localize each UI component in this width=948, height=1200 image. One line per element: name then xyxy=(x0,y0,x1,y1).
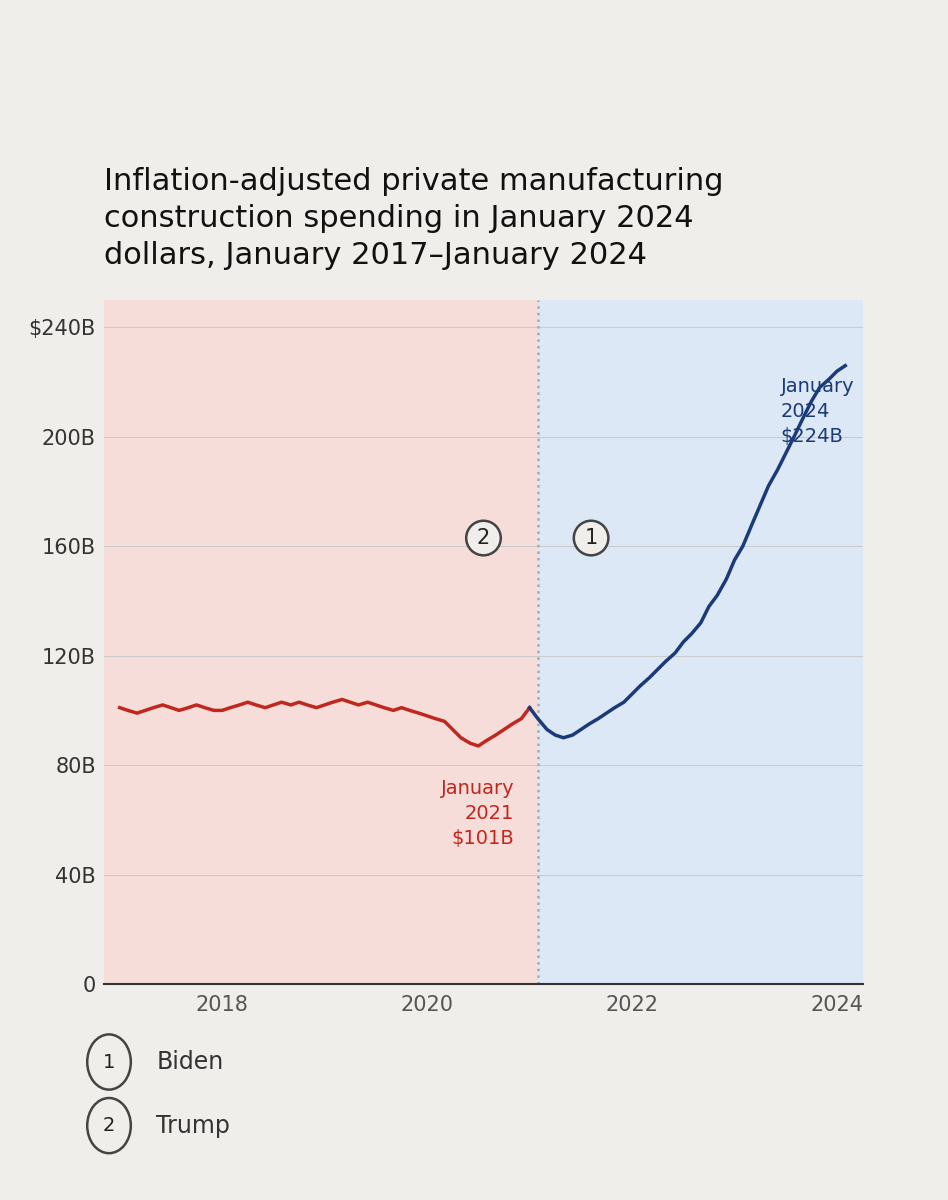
Text: Trump: Trump xyxy=(156,1114,230,1138)
Bar xyxy=(104,300,538,984)
Bar xyxy=(538,300,863,984)
Text: 1: 1 xyxy=(585,528,598,548)
Text: 2: 2 xyxy=(477,528,490,548)
Text: January
2024
$224B: January 2024 $224B xyxy=(781,377,854,445)
Text: 2: 2 xyxy=(102,1116,116,1135)
Text: 1: 1 xyxy=(102,1052,116,1072)
Text: Inflation-adjusted private manufacturing
construction spending in January 2024
d: Inflation-adjusted private manufacturing… xyxy=(104,167,723,270)
Text: January
2021
$101B: January 2021 $101B xyxy=(441,779,514,847)
Text: Biden: Biden xyxy=(156,1050,224,1074)
